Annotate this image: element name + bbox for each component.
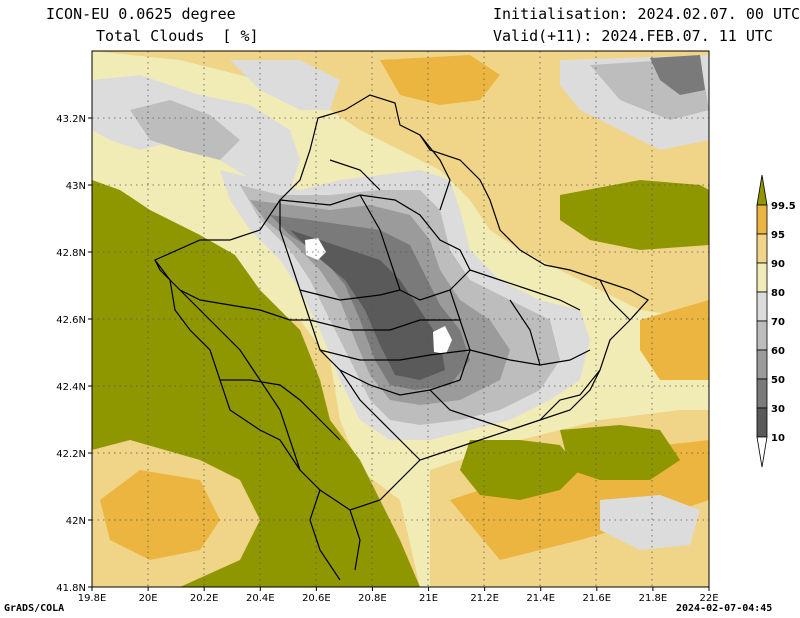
valid-time: Valid(+11): 2024.FEB.07. 11 UTC <box>493 27 773 45</box>
kosovo-borders <box>154 94 649 581</box>
latitude-tick-label: 42.2N <box>56 449 86 460</box>
legend-level-label: 80 <box>771 288 785 299</box>
latitude-tick-label: 42.4N <box>56 382 86 393</box>
legend-arrow-bottom <box>756 436 768 468</box>
legend-level-label: 50 <box>771 375 785 386</box>
lat-lon-grid <box>92 51 709 587</box>
latitude-tick-label: 42.6N <box>56 315 86 326</box>
variable-title: Total Clouds [ %] <box>96 27 259 45</box>
longitude-tick-label: 20.2E <box>190 593 219 604</box>
legend-level-label: 95 <box>771 230 785 241</box>
latitude-tick-label: 41.8N <box>56 583 86 594</box>
latitude-tick-label: 42N <box>66 516 86 527</box>
legend-swatch <box>756 291 768 322</box>
latitude-tick-label: 43.2N <box>56 114 86 125</box>
legend-level-label: 60 <box>771 346 785 357</box>
legend-level-label: 90 <box>771 259 785 270</box>
longitude-tick-label: 20E <box>139 593 158 604</box>
legend-level-label: 99.5 <box>771 201 796 212</box>
latitude-tick-label: 43N <box>66 181 86 192</box>
color-legend: 99.5 95 90 80 70 60 50 30 10 <box>756 174 796 468</box>
longitude-tick-label: 21.2E <box>470 593 499 604</box>
legend-swatch <box>756 378 768 409</box>
legend-level-label: 30 <box>771 404 785 415</box>
longitude-labels: 19.8E 20E 20.2E 20.4E 20.6E 20.8E 21E 21.2E 21.4… <box>78 587 719 604</box>
render-timestamp: 2024-02-07-04:45 <box>676 603 773 614</box>
longitude-tick-label: 19.8E <box>78 593 107 604</box>
latitude-labels: 41.8N 42N 42.2N 42.4N 42.6N 42.8N 43N 43.2N <box>56 114 92 594</box>
longitude-tick-label: 20.6E <box>302 593 331 604</box>
longitude-tick-label: 21.8E <box>639 593 668 604</box>
grads-credit: GrADS/COLA <box>4 603 65 614</box>
model-title: ICON-EU 0.0625 degree <box>46 5 236 23</box>
initialisation-time: Initialisation: 2024.02.07. 00 UTC <box>493 5 800 23</box>
longitude-tick-label: 21E <box>419 593 438 604</box>
legend-swatch <box>756 204 768 235</box>
legend-arrow-top <box>756 174 768 206</box>
longitude-tick-label: 20.4E <box>246 593 275 604</box>
legend-swatch <box>756 320 768 351</box>
longitude-tick-label: 20.8E <box>358 593 387 604</box>
legend-level-label: 70 <box>771 317 785 328</box>
legend-level-label: 10 <box>771 433 785 444</box>
legend-swatch <box>756 349 768 380</box>
legend-swatch <box>756 407 768 438</box>
longitude-tick-label: 21.6E <box>583 593 612 604</box>
legend-swatch <box>756 262 768 293</box>
legend-swatch <box>756 233 768 264</box>
longitude-tick-label: 21.4E <box>526 593 555 604</box>
cloud-fields <box>92 51 709 587</box>
latitude-tick-label: 42.8N <box>56 248 86 259</box>
longitude-tick-label: 22E <box>699 593 718 604</box>
